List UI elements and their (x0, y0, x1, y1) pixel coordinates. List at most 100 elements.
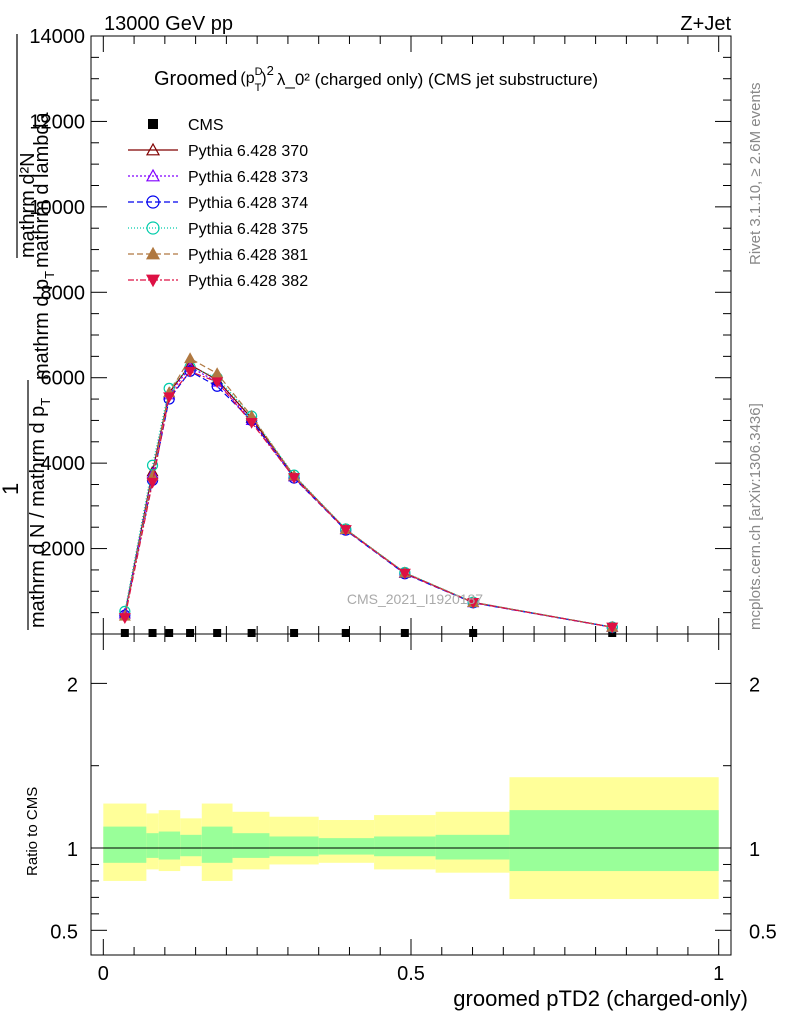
ratio-band-inner (374, 836, 436, 857)
legend-marker (145, 142, 161, 156)
y-label-one: 1 (0, 483, 23, 495)
chart-title: Groomed (pD T)2 λ_0² (charged only) (CMS je… (154, 63, 598, 94)
ratio-y-tick-label-right: 1 (749, 839, 760, 861)
data-point (469, 629, 478, 637)
legend-entry-3: Pythia 6.428 374 (128, 195, 308, 212)
rivet-version-label: Rivet 3.1.10, ≥ 2.6M events (747, 83, 764, 266)
legend-label: CMS (188, 117, 224, 134)
ratio-bands (103, 777, 719, 900)
ratio-band-inner (103, 826, 147, 863)
legend-entry-0: CMS (148, 117, 224, 134)
y-label-line3: mathrm d lambda (31, 112, 53, 268)
title-D: D (255, 66, 263, 78)
mcplots-label: mcplots.cern.ch [arXiv:1306.3436] (747, 403, 764, 630)
legend-label: Pythia 6.428 375 (188, 221, 308, 238)
header-left: 13000 GeV pp (104, 13, 233, 35)
ratio-y-tick-label-left: 1 (67, 839, 78, 861)
ratio-y-tick-label-right: 0.5 (749, 921, 777, 943)
y-label-denom-text: mathrm d N / mathrm d p (27, 406, 49, 628)
data-point (118, 613, 131, 625)
main-y-tick-label: 6000 (41, 368, 86, 390)
ratio-band-inner (201, 826, 233, 863)
ratio-band-inner (180, 834, 202, 857)
series-line (124, 366, 613, 628)
data-point (184, 352, 197, 364)
data-point (400, 629, 409, 637)
ratio-panel: 0.5 0.51 12 2 0 0.5 1 (50, 633, 777, 985)
series-5 (118, 352, 619, 632)
ratio-band-inner (158, 831, 181, 860)
legend-marker (145, 274, 161, 288)
title-T: T (255, 82, 262, 94)
y-label-denominator: mathrm d N / mathrm d pT (27, 398, 53, 628)
data-point (288, 473, 301, 484)
x-axis-label: groomed pTD2 (charged-only) (453, 986, 748, 1011)
legend-entry-5: Pythia 6.428 381 (128, 246, 308, 264)
data-point (341, 629, 350, 637)
data-point (184, 366, 197, 378)
title-p: p (246, 70, 255, 87)
legend-entry-2: Pythia 6.428 373 (128, 168, 308, 186)
ratio-band-inner (146, 833, 159, 858)
legend-label: Pythia 6.428 373 (188, 169, 308, 186)
y-label-T-sub: T (42, 271, 57, 279)
data-point (213, 629, 222, 637)
series-line (124, 364, 613, 628)
main-y-tick-label: 4000 (41, 453, 86, 475)
data-point (186, 629, 195, 637)
title-prefix: Groomed (154, 68, 237, 90)
legend-marker (145, 168, 161, 182)
data-point (148, 629, 157, 637)
main-data-layer (118, 352, 619, 637)
ratio-band-inner (318, 838, 375, 855)
ratio-y-label: Ratio to CMS (24, 787, 41, 876)
legend-label: Pythia 6.428 382 (188, 273, 308, 290)
data-point (290, 629, 299, 637)
title-paren-open: ( (240, 70, 246, 87)
data-point (211, 367, 224, 379)
legend-label: Pythia 6.428 374 (188, 195, 308, 212)
title-sq: 2 (267, 63, 274, 78)
ratio-y-tick-label-right: 2 (749, 674, 760, 696)
main-y-tick-label: 8000 (41, 282, 86, 304)
legend-marker (146, 221, 160, 235)
data-point (146, 477, 159, 489)
data-point (120, 629, 129, 637)
data-point (211, 377, 224, 389)
legend-entry-4: Pythia 6.428 375 (128, 221, 308, 238)
ratio-band-inner (509, 810, 719, 872)
series-line (124, 366, 613, 628)
y-label-line2: mathrm d pT (31, 271, 57, 380)
y-label-denom-T: T (38, 398, 53, 406)
ratio-x-tick-label: 0 (98, 963, 109, 985)
data-point (163, 392, 176, 404)
data-point (247, 629, 256, 637)
ratio-y-tick-label-left: 2 (67, 674, 78, 696)
legend-marker (145, 246, 161, 260)
legend-label: Pythia 6.428 381 (188, 247, 308, 264)
main-y-axis: 2000 4000 6000 8000 10000 12000 14000 (29, 26, 731, 635)
data-point (467, 598, 480, 609)
main-y-tick-label: 14000 (29, 26, 85, 48)
data-point (245, 417, 258, 429)
analysis-watermark: CMS_2021_I1920187 (347, 591, 483, 607)
ratio-y-axis: 0.5 0.5 1 1 2 2 (50, 674, 777, 943)
legend-marker (148, 119, 158, 129)
legend-entry-1: Pythia 6.428 370 (128, 142, 308, 160)
legend-entry-6: Pythia 6.428 382 (128, 273, 308, 290)
main-frame (90, 35, 732, 635)
main-y-label: mathrm d²N mathrm d pT mathrm d lambda 1… (0, 34, 57, 630)
series-6 (118, 366, 619, 634)
data-point (339, 525, 352, 537)
ratio-x-tick-label: 1 (713, 963, 724, 985)
y-label-line1: mathrm d²N (17, 152, 39, 258)
ratio-band-inner (269, 836, 319, 857)
data-point (165, 629, 174, 637)
main-y-tick-label: 2000 (41, 539, 86, 561)
main-panel: 2000 4000 6000 8000 10000 12000 14000 (29, 26, 732, 637)
main-x-ticks (102, 36, 720, 634)
legend-label: Pythia 6.428 370 (188, 143, 308, 160)
data-point (398, 568, 411, 580)
y-label-dp: mathrm d p (31, 279, 53, 380)
ratio-band-inner (232, 833, 270, 858)
